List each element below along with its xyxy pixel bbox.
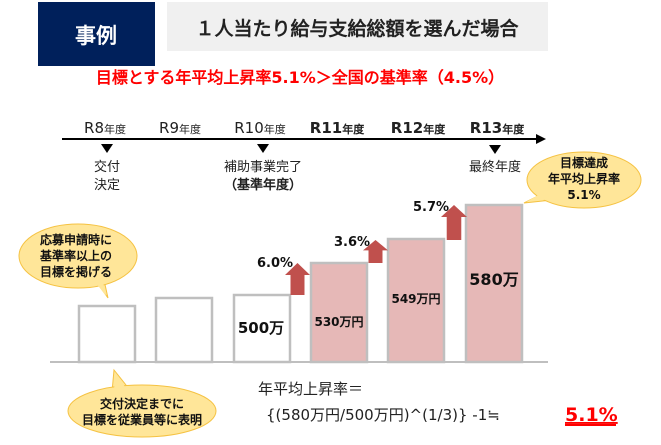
header-title: １人当たり給与支給総額を選んだ場合 — [195, 17, 519, 40]
growth-label-3: 5.7% — [413, 200, 449, 215]
svg-text:5.1%: 5.1% — [567, 188, 600, 202]
triangle-marker-r10 — [257, 144, 269, 153]
growth-label-2: 3.6% — [334, 235, 370, 250]
svg-text:基準率以上の: 基準率以上の — [39, 248, 112, 263]
header-tag-box — [38, 2, 155, 66]
bar-label-6: 580万 — [469, 270, 518, 289]
callout-bottom: 交付決定までに 目標を従業員等に表明 — [67, 368, 217, 438]
triangle-marker-r13 — [489, 145, 501, 154]
event-r10-line1: 補助事業完了 — [224, 159, 302, 175]
svg-text:年平均上昇率: 年平均上昇率 — [548, 171, 620, 186]
bar-1 — [77, 304, 137, 364]
svg-text:目標を従業員等に表明: 目標を従業員等に表明 — [82, 412, 202, 427]
bar-4 — [309, 261, 369, 364]
formula-line1: 年平均上昇率＝ — [258, 380, 363, 398]
svg-text:目標達成: 目標達成 — [560, 155, 608, 170]
growth-label-1: 6.0% — [257, 256, 293, 271]
bar-label-5: 549万円 — [391, 292, 440, 306]
formula-line2: {(580万円/500万円)^(1/3)} -1≒ — [266, 406, 500, 424]
event-r10-line2: （基準年度） — [224, 177, 302, 193]
callout-left: 応募申請時に 基準率以上の 目標を掲げる — [18, 223, 138, 299]
event-r8-line2: 決定 — [94, 178, 120, 193]
year-label-r11: R11年度 — [310, 119, 365, 137]
growth-arrow-3 — [441, 205, 467, 240]
bar-6 — [464, 203, 524, 364]
timeline-arrowhead — [536, 134, 546, 144]
growth-arrow-1 — [285, 263, 310, 295]
triangle-marker-r8 — [101, 144, 113, 153]
bar-label-4: 530万円 — [314, 315, 363, 329]
svg-text:交付決定までに: 交付決定までに — [100, 396, 184, 411]
event-r13-line1: 最終年度 — [469, 159, 521, 175]
subtitle: 目標とする年平均上昇率5.1%＞全国の基準率（4.5%） — [96, 68, 504, 87]
year-label-r13: R13年度 — [470, 119, 525, 137]
year-label-r9: R9年度 — [159, 119, 201, 137]
bar-2 — [154, 296, 214, 364]
year-label-r10: R10年度 — [234, 119, 286, 137]
header-title-box — [167, 2, 548, 51]
callout-right: 目標達成 年平均上昇率 5.1% — [523, 151, 642, 209]
bar-5 — [386, 237, 446, 364]
event-r8-line1: 交付 — [94, 159, 120, 175]
year-label-r12: R12年度 — [391, 119, 446, 137]
svg-text:目標を掲げる: 目標を掲げる — [40, 264, 112, 279]
header-tag: 事例 — [75, 24, 117, 48]
growth-arrow-2 — [363, 240, 388, 263]
bar-label-3: 500万 — [238, 319, 284, 337]
svg-text:応募申請時に: 応募申請時に — [40, 232, 112, 247]
formula-result: 5.1% — [565, 404, 618, 426]
year-label-r8: R8年度 — [84, 119, 126, 137]
